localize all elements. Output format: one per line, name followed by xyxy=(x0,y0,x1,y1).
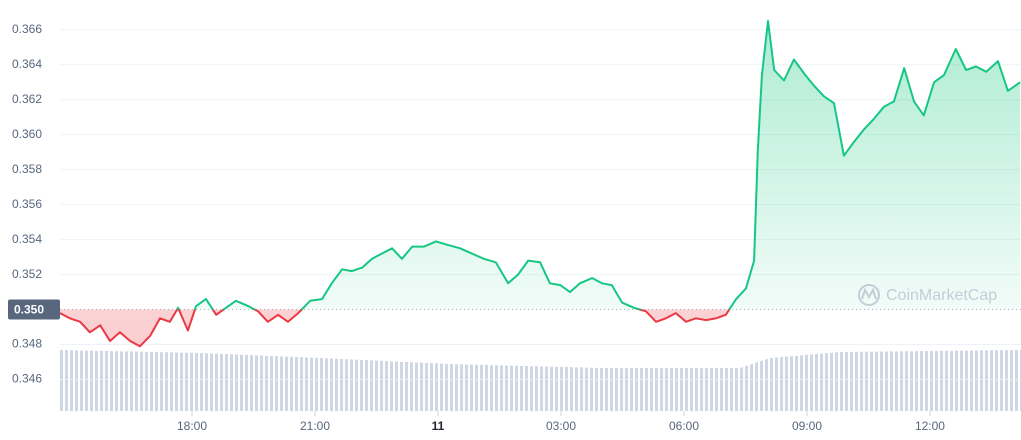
x-tick-label: 18:00 xyxy=(177,419,207,433)
y-tick-label: 0.352 xyxy=(12,267,42,281)
plot xyxy=(60,20,1021,348)
watermark-logo xyxy=(861,287,877,300)
x-tick-label: 03:00 xyxy=(546,419,576,433)
line-above xyxy=(175,20,1021,310)
y-tick-label: 0.366 xyxy=(12,22,42,36)
x-tick-label: 21:00 xyxy=(300,419,330,433)
watermark-text: CoinMarketCap xyxy=(886,287,997,304)
watermark-logo xyxy=(858,284,880,306)
y-tick-label: 0.362 xyxy=(12,92,42,106)
volume-bars xyxy=(60,350,1021,411)
baseline-label: 0.350 xyxy=(14,303,44,317)
y-tick-label: 0.356 xyxy=(12,197,42,211)
x-tick-label: 12:00 xyxy=(915,419,945,433)
y-tick-label: 0.348 xyxy=(12,337,42,351)
y-tick-label: 0.358 xyxy=(12,162,42,176)
line-below xyxy=(60,309,731,348)
area-above xyxy=(177,21,1021,310)
y-tick-label: 0.346 xyxy=(12,372,42,386)
x-tick-label: 06:00 xyxy=(669,419,699,433)
y-tick-label: 0.354 xyxy=(12,232,42,246)
y-tick-label: 0.360 xyxy=(12,127,42,141)
area-below xyxy=(60,309,1021,347)
y-tick-label: 0.364 xyxy=(12,57,42,71)
watermark: CoinMarketCap xyxy=(858,284,997,306)
x-tick-label: 11 xyxy=(432,419,445,433)
baseline-label-box xyxy=(8,299,60,320)
x-tick-label: 09:00 xyxy=(792,419,822,433)
